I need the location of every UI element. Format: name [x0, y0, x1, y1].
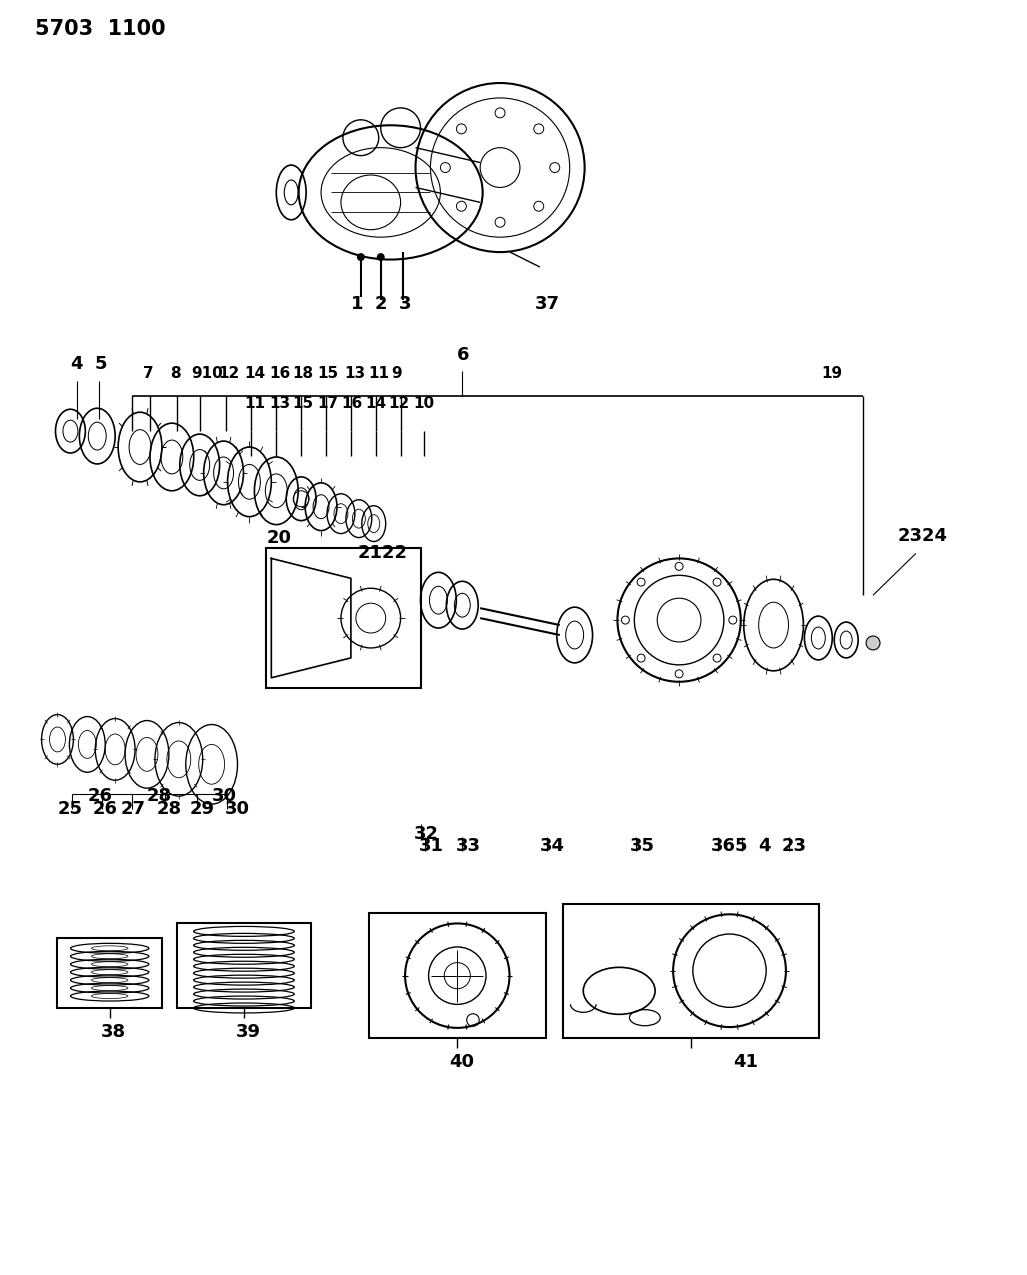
Text: 27: 27 [120, 799, 145, 819]
Text: 36: 36 [711, 836, 736, 854]
Text: 12: 12 [219, 366, 240, 381]
Circle shape [866, 636, 880, 650]
Text: 26: 26 [87, 787, 112, 805]
Bar [177, 923, 311, 1009]
Text: 7: 7 [143, 366, 154, 381]
Text: 6: 6 [457, 346, 469, 363]
Text: 15: 15 [317, 366, 338, 381]
Text: 16: 16 [341, 397, 363, 412]
Text: 11: 11 [244, 397, 265, 412]
Text: 15: 15 [293, 397, 313, 412]
Text: 33: 33 [455, 836, 481, 854]
Text: 14: 14 [244, 366, 266, 381]
Text: 12: 12 [388, 397, 410, 412]
Text: 2324: 2324 [898, 527, 948, 544]
Text: 4: 4 [71, 356, 83, 374]
Text: 19: 19 [822, 366, 842, 381]
Text: 16: 16 [269, 366, 291, 381]
Text: 25: 25 [58, 799, 82, 819]
Text: 13: 13 [269, 397, 291, 412]
Text: 39: 39 [235, 1023, 261, 1040]
Text: 910: 910 [191, 366, 223, 381]
Text: 5: 5 [94, 356, 107, 374]
Text: 11: 11 [369, 366, 390, 381]
Text: 5: 5 [734, 836, 748, 854]
Text: 2122: 2122 [357, 544, 408, 562]
Bar [369, 913, 545, 1038]
Text: 26: 26 [92, 799, 117, 819]
Bar [563, 904, 820, 1038]
Text: 18: 18 [293, 366, 313, 381]
Text: 20: 20 [266, 529, 292, 547]
Text: 14: 14 [366, 397, 387, 412]
Text: 34: 34 [540, 836, 565, 854]
Text: 37: 37 [535, 295, 560, 312]
Text: 35: 35 [630, 836, 654, 854]
Text: 28: 28 [157, 799, 182, 819]
Text: 13: 13 [344, 366, 365, 381]
Text: 40: 40 [450, 1053, 474, 1071]
Text: 41: 41 [733, 1053, 758, 1071]
Bar [266, 548, 420, 687]
Text: 23: 23 [782, 836, 806, 854]
Text: 3: 3 [398, 295, 411, 312]
Text: 2: 2 [375, 295, 387, 312]
Text: 4: 4 [759, 836, 771, 854]
Bar [58, 938, 162, 1009]
Text: 10: 10 [414, 397, 434, 412]
Text: 9: 9 [391, 366, 403, 381]
Text: 30: 30 [212, 787, 236, 805]
Text: 32: 32 [414, 825, 439, 843]
Text: 38: 38 [102, 1023, 126, 1040]
Text: 30: 30 [225, 799, 250, 819]
Text: 31: 31 [419, 836, 444, 854]
Circle shape [377, 254, 385, 261]
Text: 17: 17 [317, 397, 338, 412]
Text: 5703  1100: 5703 1100 [35, 19, 165, 40]
Circle shape [356, 254, 365, 261]
Text: 29: 29 [190, 799, 215, 819]
Text: 28: 28 [147, 787, 173, 805]
Text: 1: 1 [351, 295, 364, 312]
Text: 8: 8 [169, 366, 181, 381]
